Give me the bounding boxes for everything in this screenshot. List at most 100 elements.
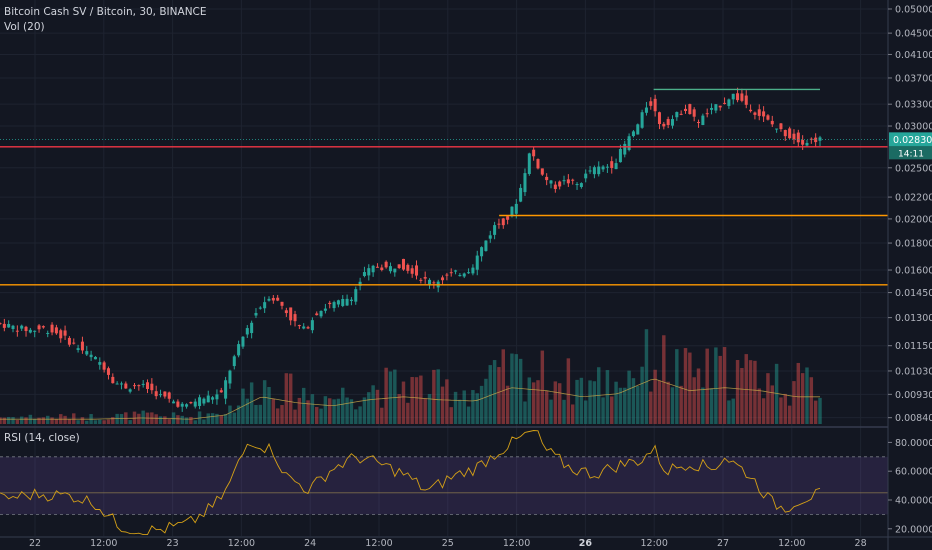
candle-body [302, 326, 306, 329]
candle-body [119, 383, 123, 385]
volume-bar [649, 391, 653, 424]
candle-body [345, 298, 349, 306]
current-price-label: 0.028305 [893, 135, 932, 146]
volume-bar [275, 408, 280, 424]
volume-bar [774, 363, 779, 424]
countdown-badge [889, 146, 932, 160]
rsi-tick-label: 40.0000 [895, 496, 932, 507]
volume-bar [362, 397, 367, 424]
volume-bar [436, 369, 440, 424]
candle-body [7, 324, 11, 328]
volume-bar [666, 381, 670, 424]
volume-bar [393, 369, 397, 424]
candle-body [341, 299, 345, 306]
candle-body [102, 362, 106, 370]
volume-bar [692, 377, 696, 424]
candle-body [536, 159, 540, 169]
volume-bar [323, 396, 328, 424]
candle-body [627, 136, 631, 150]
volume-bar [397, 394, 401, 424]
rsi-tick-label: 20.0000 [895, 524, 932, 535]
volume-bar [232, 412, 237, 424]
candle-body [471, 267, 475, 274]
volume-bar [488, 365, 492, 424]
volume-bar [432, 369, 436, 424]
volume-bar [236, 405, 241, 424]
price-tick-label: 0.008400 [895, 413, 932, 424]
candle-body [267, 298, 271, 301]
volume-bar [657, 380, 662, 424]
volume-bar [202, 419, 206, 424]
candle-body [328, 302, 332, 305]
candle-body [683, 108, 688, 112]
volume-indicator-label: Vol (20) [4, 21, 45, 33]
volume-bar [50, 417, 54, 424]
rsi-pane [0, 430, 888, 536]
volume-bar [544, 391, 549, 424]
candle-body [250, 322, 254, 334]
candle-body [449, 272, 453, 274]
candle-body [666, 119, 670, 125]
time-tick-label: 28 [855, 538, 867, 549]
volume-bar [601, 397, 605, 424]
candle-body [375, 266, 379, 268]
volume-bar [627, 370, 631, 424]
time-tick-label: 22 [29, 538, 41, 549]
volume-bar [401, 381, 406, 424]
candle-body [588, 170, 592, 172]
candle-body [601, 166, 605, 170]
candle-body [115, 383, 119, 385]
candle-body [714, 104, 718, 111]
candle-body [263, 302, 267, 309]
volume-bar [688, 352, 692, 424]
candle-body [710, 107, 714, 110]
candle-body [653, 98, 657, 112]
volume-bar [32, 419, 37, 424]
volume-bar [6, 416, 11, 424]
rsi-band [0, 456, 888, 515]
candle-body [718, 105, 722, 108]
candle-body [367, 268, 371, 276]
volume-bar [414, 377, 419, 424]
candle-body [809, 138, 813, 140]
volume-bar [462, 390, 466, 424]
volume-bar [288, 373, 293, 424]
volume-bar [349, 399, 354, 424]
current-price-badge [889, 132, 932, 147]
volume-bar [492, 360, 497, 424]
volume-bar [245, 398, 250, 424]
volume-bars [0, 329, 822, 424]
volume-bar [301, 387, 306, 424]
candle-body [705, 113, 709, 115]
volume-bar [679, 385, 683, 424]
candle-body [475, 255, 479, 270]
candle-body [245, 328, 249, 335]
volume-bar [215, 413, 219, 424]
candle-body [406, 264, 410, 271]
volume-bar [818, 397, 822, 424]
volume-bar [466, 406, 471, 424]
candle-body [670, 119, 674, 126]
candle-body [297, 325, 301, 327]
candle-body [380, 267, 384, 271]
candle-body [28, 329, 32, 333]
candle-body [319, 310, 323, 317]
candle-body [467, 272, 471, 274]
candle-body [740, 93, 744, 101]
candle-body [241, 336, 245, 347]
volume-bar [683, 348, 688, 424]
volume-bar [158, 416, 163, 424]
candle-body [76, 348, 80, 351]
candle-body [762, 111, 766, 117]
candle-body [384, 261, 388, 268]
candle-body [219, 390, 223, 393]
volume-bar [557, 383, 562, 424]
volume-bar [254, 405, 258, 424]
volume-bar [701, 387, 705, 424]
candle-body [24, 326, 28, 331]
time-tick-label: 24 [304, 538, 316, 549]
candle-body [150, 383, 154, 391]
